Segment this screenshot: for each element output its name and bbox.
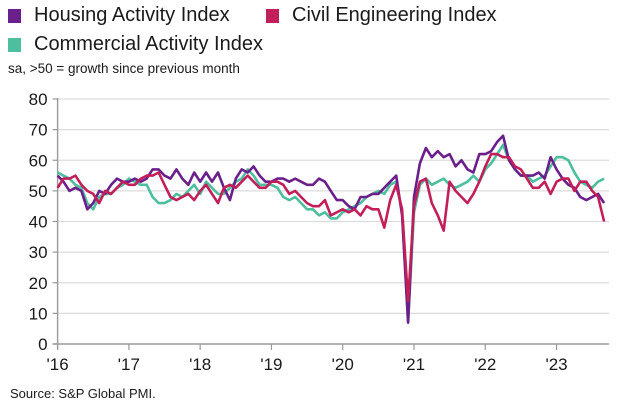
legend-label-housing: Housing Activity Index [34, 4, 230, 26]
legend-label-civil: Civil Engineering Index [292, 4, 497, 26]
x-tick-label: '23 [545, 355, 567, 374]
y-tick-label: 10 [29, 304, 48, 323]
axes [52, 98, 609, 350]
legend-swatch-commercial [8, 37, 21, 52]
legend-item-civil: Civil Engineering Index [266, 4, 497, 27]
legend-swatch-housing [8, 8, 21, 23]
chart-subtitle: sa, >50 = growth since previous month [8, 61, 240, 76]
x-tick-label: '17 [118, 355, 140, 374]
x-tick-label: '18 [189, 355, 211, 374]
y-tick-label: 40 [29, 213, 48, 232]
series-lines [56, 134, 606, 324]
y-tick-label: 80 [29, 90, 48, 109]
y-tick-label: 60 [29, 151, 48, 170]
tick-labels: 0 10 20 30 40 50 60 70 80 '16 '17 '18 '19 '20 '21 '22 '2… [29, 90, 568, 374]
source-note: Source: S&P Global PMI. [10, 386, 156, 401]
x-tick-label: '20 [332, 355, 354, 374]
legend-item-housing: Housing Activity Index [8, 4, 230, 27]
y-tick-label: 0 [38, 335, 47, 354]
y-tick-label: 20 [29, 274, 48, 293]
gridlines [57, 98, 609, 314]
x-tick-label: '21 [403, 355, 425, 374]
x-tick-label: '22 [474, 355, 496, 374]
series-line-civil-engineering-index [56, 152, 606, 303]
x-tick-label: '16 [47, 355, 69, 374]
x-tick-label: '19 [260, 355, 282, 374]
legend-swatch-civil [266, 8, 279, 23]
y-tick-label: 70 [29, 121, 48, 140]
y-tick-label: 50 [29, 182, 48, 201]
legend-label-commercial: Commercial Activity Index [34, 33, 263, 55]
series-line-housing-activity-index [56, 134, 606, 324]
legend-item-commercial: Commercial Activity Index [8, 33, 263, 56]
y-tick-label: 30 [29, 243, 48, 262]
